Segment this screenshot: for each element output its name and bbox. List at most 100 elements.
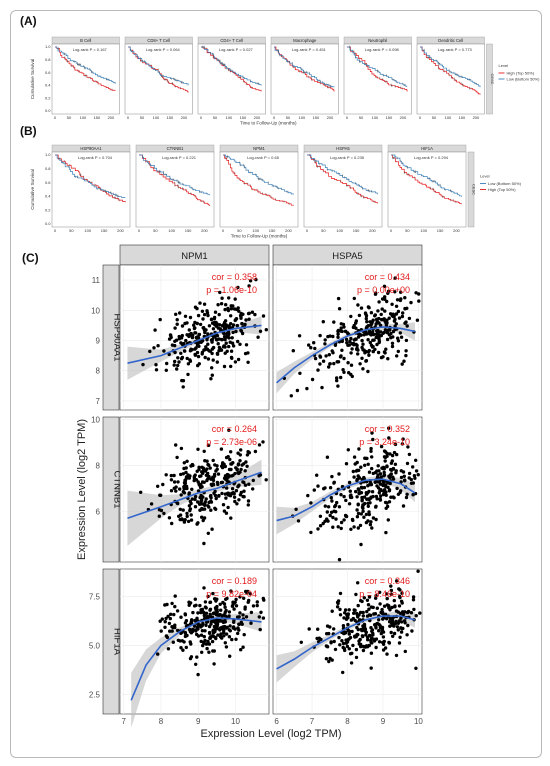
scatter-point (206, 443, 211, 447)
scatter-point (218, 602, 222, 606)
scatter-point (361, 610, 365, 615)
scatter-point (414, 291, 418, 295)
scatter-point (355, 343, 359, 348)
scatter-point (207, 624, 212, 629)
logrank-p: Log-rank P = 0.064 (146, 47, 181, 52)
scatter-point (202, 312, 207, 317)
scatter-point (223, 337, 227, 342)
scatter-point (212, 611, 216, 615)
scatter-point (178, 487, 182, 491)
scatter-point (205, 646, 209, 651)
scatter-point (175, 318, 179, 322)
scatter-point (379, 475, 383, 479)
scatter-point (397, 587, 401, 591)
scatter-point (205, 338, 209, 342)
scatter-point (364, 359, 368, 363)
scatter-point (328, 486, 333, 490)
scatter-point (374, 517, 378, 522)
scatter-point (318, 355, 323, 359)
scatter-point (169, 478, 174, 482)
scatter-point (200, 629, 205, 633)
x-tick-label: 8 (345, 717, 350, 726)
scatter-point (393, 462, 398, 466)
scatter-point (239, 328, 243, 332)
scatter-point (169, 335, 173, 340)
scatter-point (187, 476, 191, 480)
facet-title: Macrophage (293, 38, 317, 43)
scatter-point (148, 349, 152, 354)
scatter-point (376, 350, 381, 355)
panel-c-correlation: NPM1 HSPA5 HSP90AA1 CTNNB1 HIF1A 7 8 9 10 11 cor =… (76, 244, 423, 740)
scatter-point (390, 623, 394, 627)
scatter-point (347, 502, 352, 506)
x-tick-label: 0 (127, 115, 130, 120)
scatter-point (205, 620, 209, 624)
scatter-point (206, 504, 210, 508)
scatter-point (392, 319, 397, 323)
scatter-point (386, 357, 390, 361)
scatter-point (382, 639, 386, 644)
scatter-point (181, 379, 186, 383)
scatter-point (244, 318, 248, 322)
scatter-point (233, 471, 237, 476)
scatter-point (413, 476, 417, 480)
scatter-point (397, 641, 402, 645)
scatter-point (380, 466, 384, 470)
scatter-point (172, 486, 176, 490)
scatter-point (201, 317, 205, 321)
scatter-point (340, 348, 344, 352)
scatter-point (360, 599, 364, 604)
scatter-point (176, 356, 180, 360)
scatter-point (179, 493, 183, 497)
scatter-point (374, 645, 378, 650)
scatter-point (218, 612, 222, 617)
scatter-point (200, 480, 205, 484)
scatter-point (355, 508, 359, 512)
scatter-point (214, 636, 218, 641)
scatter-point (182, 466, 186, 471)
scatter-point (222, 634, 226, 638)
scatter-point (224, 341, 228, 345)
scatter-point (229, 589, 233, 593)
scatter-point (318, 524, 323, 528)
scatter-point (173, 326, 177, 330)
scatter-point (216, 326, 220, 330)
scatter-point (185, 333, 189, 337)
scatter-point (209, 317, 214, 321)
scatter-point (388, 617, 393, 621)
scatter-point (168, 616, 172, 621)
scatter-point (359, 542, 363, 547)
scatter-point (346, 361, 350, 365)
scatter-point (224, 597, 228, 601)
scatter-point (376, 464, 380, 468)
scatter-point (382, 330, 386, 335)
scatter-point (354, 655, 359, 660)
scatter-point (175, 367, 179, 371)
x-tick-label: 0 (200, 115, 203, 120)
scatter-point (217, 312, 221, 317)
scatter-point (196, 627, 200, 631)
scatter-point (309, 346, 313, 350)
scatter-point (139, 490, 143, 494)
scatter-point (327, 365, 331, 369)
scatter-point (309, 501, 313, 505)
scatter-point (182, 341, 186, 346)
scatter-point (164, 634, 169, 638)
scatter-point (405, 610, 410, 615)
scatter-point (246, 503, 250, 507)
scatter-point (199, 610, 203, 615)
scatter-point (336, 332, 340, 336)
scatter-point (228, 457, 232, 462)
scatter-point (243, 469, 247, 473)
scatter-point (212, 624, 217, 629)
scatter-point (179, 615, 183, 619)
scatter-point (226, 455, 230, 459)
survival-curve-low (55, 154, 126, 198)
y-tick-label: 7 (96, 397, 101, 406)
scatter-point (379, 355, 384, 360)
scatter-point (347, 629, 351, 633)
scatter-point (306, 493, 310, 498)
scatter-point (337, 635, 341, 640)
scatter-point (242, 596, 246, 600)
scatter-point (238, 595, 242, 599)
